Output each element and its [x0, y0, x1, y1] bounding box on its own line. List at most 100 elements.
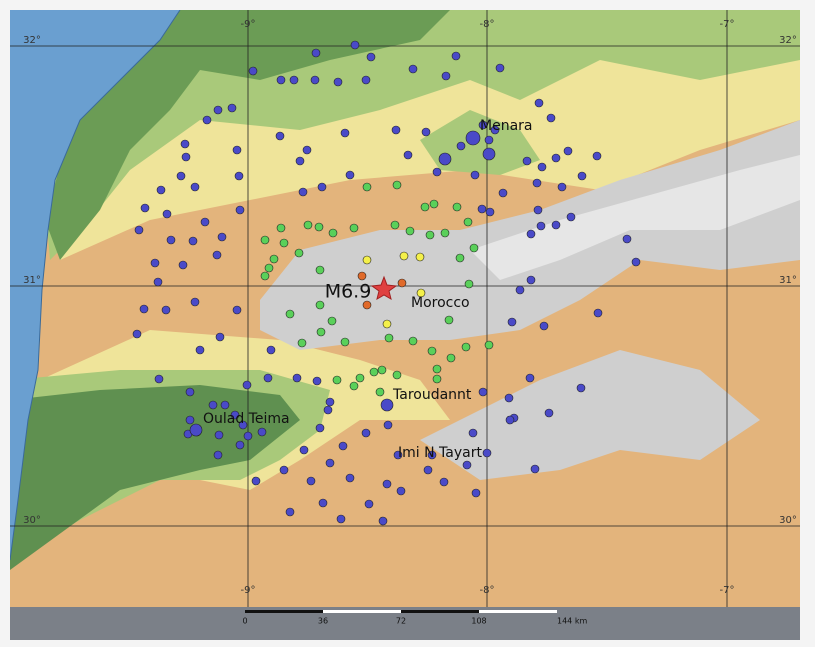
scale-segment — [323, 610, 401, 613]
event-marker — [189, 423, 203, 437]
event-marker — [416, 288, 426, 298]
event-marker — [298, 187, 308, 197]
event-marker — [455, 253, 465, 263]
grid-label: 32° — [23, 35, 41, 46]
event-marker — [392, 180, 402, 190]
event-marker — [289, 75, 299, 85]
event-marker — [478, 387, 488, 397]
grid-label: 31° — [23, 275, 41, 286]
grid-label: 30° — [23, 515, 41, 526]
event-marker — [593, 308, 603, 318]
event-marker — [577, 171, 587, 181]
event-marker — [526, 229, 536, 239]
event-marker — [180, 139, 190, 149]
event-marker — [551, 153, 561, 163]
event-marker — [140, 203, 150, 213]
event-marker — [364, 499, 374, 509]
event-marker — [340, 337, 350, 347]
event-marker — [439, 477, 449, 487]
event-marker — [213, 105, 223, 115]
event-marker — [382, 479, 392, 489]
event-marker — [392, 370, 402, 380]
event-marker — [361, 75, 371, 85]
anti-atlas — [420, 350, 760, 480]
event-marker — [263, 373, 273, 383]
event-marker — [132, 329, 142, 339]
labels: -9° -9° -8° -8° -7° -7° 32° 32° 31° 31° 30° 30° M6.9… — [23, 19, 797, 626]
event-marker — [425, 230, 435, 240]
event-marker — [279, 238, 289, 248]
event-marker — [311, 48, 321, 58]
event-marker — [456, 141, 466, 151]
event-marker — [162, 209, 172, 219]
event-marker — [444, 315, 454, 325]
place-label: Imi N Tayart — [398, 445, 482, 461]
grid-label: -7° — [720, 19, 735, 30]
grid-label: -9° — [241, 19, 256, 30]
event-marker — [285, 309, 295, 319]
grid-label: -7° — [720, 585, 735, 596]
event-marker — [504, 393, 514, 403]
event-marker — [362, 300, 372, 310]
event-marker — [156, 185, 166, 195]
event-marker — [382, 319, 392, 329]
event-marker — [420, 202, 430, 212]
event-marker — [383, 420, 393, 430]
event-marker — [332, 375, 342, 385]
event-marker — [477, 204, 487, 214]
event-marker — [243, 431, 253, 441]
event-marker — [251, 476, 261, 486]
event-marker — [484, 135, 494, 145]
event-marker — [212, 250, 222, 260]
event-marker — [161, 305, 171, 315]
event-marker — [468, 428, 478, 438]
event-marker — [461, 342, 471, 352]
event-marker — [336, 514, 346, 524]
event-marker — [166, 235, 176, 245]
event-marker — [470, 170, 480, 180]
scale-label: 36 — [318, 617, 328, 626]
event-marker — [377, 365, 387, 375]
event-marker — [378, 516, 388, 526]
event-marker — [622, 234, 632, 244]
event-marker — [427, 450, 437, 460]
event-marker — [490, 125, 500, 135]
event-marker — [238, 420, 248, 430]
terrain — [10, 10, 800, 607]
event-marker — [306, 476, 316, 486]
event-marker — [279, 465, 289, 475]
event-marker — [361, 428, 371, 438]
event-marker — [557, 182, 567, 192]
event-marker — [446, 353, 456, 363]
event-marker — [350, 40, 360, 50]
event-marker — [323, 405, 333, 415]
event-marker — [399, 251, 409, 261]
event-marker — [505, 415, 515, 425]
event-marker — [539, 321, 549, 331]
event-marker — [592, 151, 602, 161]
grid-label: -8° — [480, 19, 495, 30]
event-marker — [292, 373, 302, 383]
event-marker — [440, 228, 450, 238]
event-marker — [484, 340, 494, 350]
event-marker — [432, 167, 442, 177]
event-marker — [235, 440, 245, 450]
event-marker — [294, 248, 304, 258]
event-marker — [312, 376, 322, 386]
event-marker — [275, 131, 285, 141]
scale-label: 144 km — [557, 617, 587, 626]
event-marker — [248, 66, 258, 76]
event-marker — [134, 225, 144, 235]
event-marker — [195, 345, 205, 355]
event-marker — [423, 465, 433, 475]
event-marker — [317, 182, 327, 192]
coastline — [10, 10, 181, 561]
scale-label: 72 — [396, 617, 406, 626]
event-marker — [526, 275, 536, 285]
epicenter-label: M6.9 — [325, 281, 372, 303]
event-marker — [563, 146, 573, 156]
event-marker — [276, 75, 286, 85]
event-marker — [349, 223, 359, 233]
event-marker — [181, 152, 191, 162]
event-marker — [438, 152, 452, 166]
